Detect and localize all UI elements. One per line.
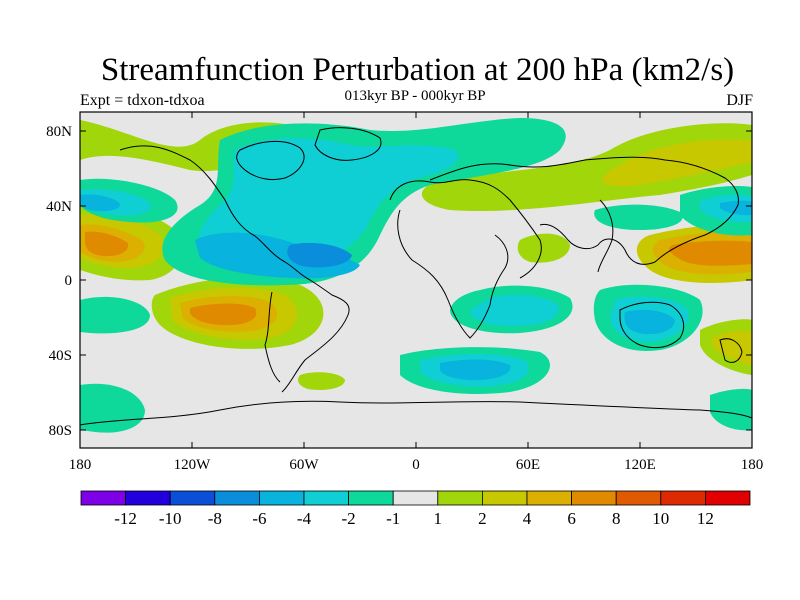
experiment-label: Expt = tdxon-tdxoa (80, 92, 205, 109)
colorbar-box (392, 490, 439, 506)
colorbar-label: 12 (697, 509, 714, 528)
season-label: DJF (726, 92, 753, 109)
coastlines (80, 127, 752, 426)
lat-label: 80N (46, 124, 72, 140)
colorbar-box (526, 490, 572, 506)
colorbar-box (258, 490, 305, 506)
colorbar-label: 10 (652, 509, 669, 528)
colorbar-label: -10 (159, 509, 182, 528)
colorbar-box (125, 490, 171, 506)
colorbar-label: 1 (434, 509, 443, 528)
lon-label: 120W (174, 457, 212, 473)
colorbar-box (660, 490, 706, 506)
lon-label: 60W (289, 457, 319, 473)
map-panel (80, 112, 752, 448)
colorbar-label: -8 (208, 509, 222, 528)
negative-anomaly-fields (80, 118, 752, 433)
colorbar-label: 6 (567, 509, 576, 528)
plot-title: Streamfunction Perturbation at 200 hPa (… (100, 52, 735, 88)
colorbar-label: 4 (523, 509, 532, 528)
lon-label: 180 (69, 457, 92, 473)
colorbar (80, 490, 751, 506)
lon-label: 60E (516, 457, 540, 473)
lat-tick-labels: 80N 40N 0 40S 80S (46, 124, 72, 439)
colorbar-box (437, 490, 483, 506)
colorbar-box (214, 490, 260, 506)
colorbar-box (481, 490, 528, 506)
lon-label: 180 (741, 457, 764, 473)
lat-label: 40S (49, 348, 72, 364)
lat-label: 0 (65, 273, 73, 289)
colorbar-box (348, 490, 394, 506)
lat-label: 40N (46, 199, 72, 215)
colorbar-label: -4 (297, 509, 312, 528)
colorbar-label: -12 (114, 509, 137, 528)
colorbar-box (303, 490, 349, 506)
plot-subtitle: 013kyr BP - 000kyr BP (344, 88, 486, 104)
colorbar-label: -1 (386, 509, 400, 528)
lon-label: 0 (412, 457, 420, 473)
colorbar-box (615, 490, 662, 506)
colorbar-box (705, 490, 751, 506)
colorbar-label: -2 (342, 509, 356, 528)
colorbar-box (571, 490, 617, 506)
colorbar-label: 2 (478, 509, 487, 528)
lat-label: 80S (49, 423, 72, 439)
lon-tick-labels: 180 120W 60W 0 60E 120E 180 (69, 457, 764, 473)
colorbar-box (169, 490, 216, 506)
colorbar-label: 8 (612, 509, 621, 528)
lat-ticks (80, 130, 752, 431)
colorbar-box (80, 490, 126, 506)
colorbar-label: -6 (252, 509, 266, 528)
colorbar-labels: -12 -10 -8 -6 -4 -2 -1 1 2 4 6 8 10 12 (114, 509, 714, 528)
lon-ticks (191, 112, 641, 448)
lon-label: 120E (624, 457, 656, 473)
